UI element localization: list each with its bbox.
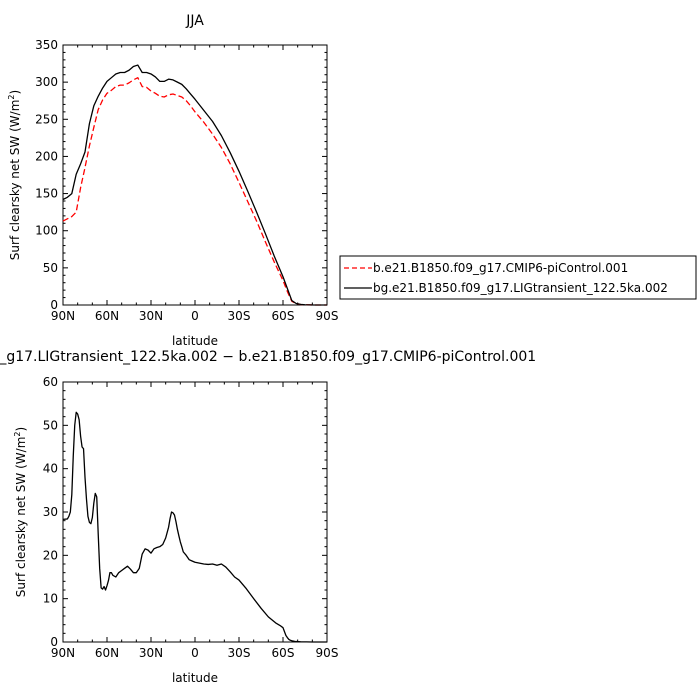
bottom-plot-frame: [62, 381, 328, 643]
x-tick-label: 90N: [51, 309, 75, 323]
x-tick-label: 60S: [272, 309, 295, 323]
y-tick-label: 50: [43, 418, 58, 432]
top-y-axis-label: Surf clearsky net SW (W/m2): [7, 90, 22, 260]
x-tick-label: 0: [191, 309, 199, 323]
series-line-picontrol: [62, 77, 327, 306]
x-tick-label: 60S: [272, 646, 295, 660]
legend-entry-picontrol: b.e21.B1850.f09_g17.CMIP6-piControl.001: [373, 261, 628, 275]
x-tick-label: 30N: [139, 646, 163, 660]
y-tick-label: 0: [50, 298, 58, 312]
x-tick-label: 90N: [51, 646, 75, 660]
x-tick-label: 60N: [95, 309, 119, 323]
y-tick-label: 150: [35, 187, 58, 201]
top-plot-frame: [62, 44, 328, 306]
bottom-chart-title: bg.e21.B1850.f09_g17.LIGtransient_122.5k…: [0, 349, 536, 365]
top-chart-title: JJA: [185, 13, 204, 29]
y-tick-label: 200: [35, 149, 58, 163]
y-tick-label: 300: [35, 75, 58, 89]
x-tick-label: 30S: [228, 309, 251, 323]
bottom-x-axis-label: latitude: [172, 671, 218, 685]
y-tick-label: 20: [43, 548, 58, 562]
x-tick-label: 60N: [95, 646, 119, 660]
top-x-axis-label: latitude: [172, 334, 218, 348]
series-line-difference: [62, 411, 327, 643]
bottom-panel: bg.e21.B1850.f09_g17.LIGtransient_122.5k…: [0, 349, 536, 685]
x-tick-label: 30N: [139, 309, 163, 323]
legend-box: [339, 255, 697, 300]
y-tick-label: 250: [35, 112, 58, 126]
x-tick-label: 90S: [316, 646, 339, 660]
y-tick-label: 40: [43, 462, 58, 476]
y-tick-label: 60: [43, 375, 58, 389]
y-tick-label: 10: [43, 592, 58, 606]
legend-entry-ligtransient: bg.e21.B1850.f09_g17.LIGtransient_122.5k…: [373, 281, 668, 295]
legend: b.e21.B1850.f09_g17.CMIP6-piControl.001 …: [339, 255, 697, 300]
series-line-ligtransient: [62, 64, 327, 306]
y-tick-label: 350: [35, 38, 58, 52]
x-tick-label: 0: [191, 646, 199, 660]
top-panel: JJA 90N 60N 30N 0 30S 60S 90S 0 50 100 150 200 250 30…: [7, 13, 338, 348]
y-tick-label: 30: [43, 505, 58, 519]
x-tick-label: 30S: [228, 646, 251, 660]
bottom-y-axis-label: Surf clearsky net SW (W/m2): [13, 427, 28, 597]
y-tick-label: 0: [50, 635, 58, 649]
x-tick-label: 90S: [316, 309, 339, 323]
y-tick-label: 100: [35, 224, 58, 238]
y-tick-label: 50: [43, 261, 58, 275]
